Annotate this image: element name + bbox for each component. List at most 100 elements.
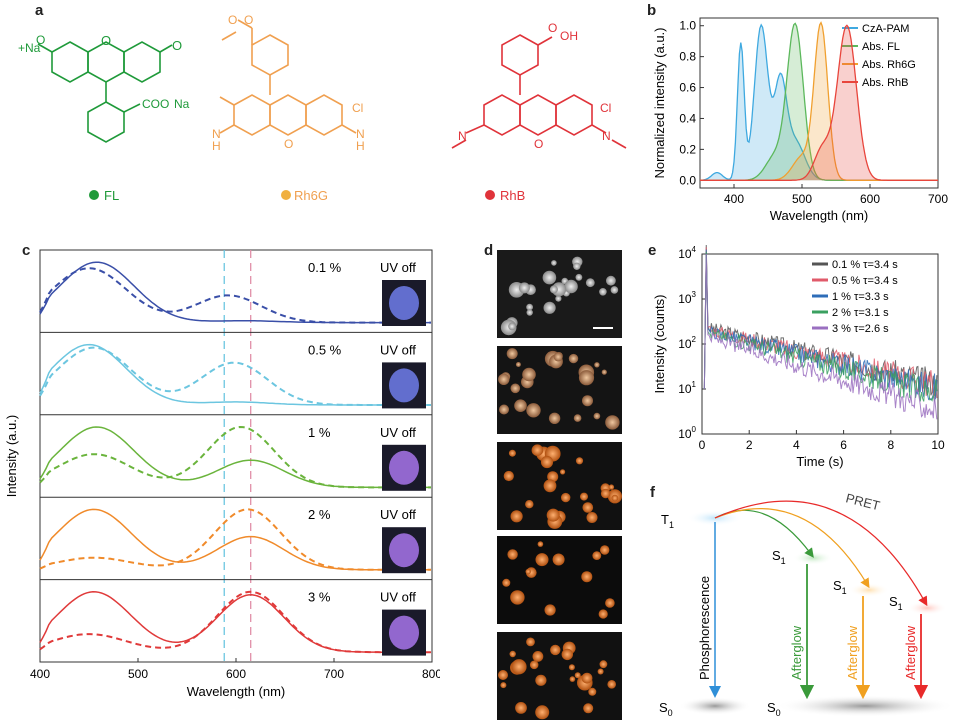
particle <box>526 637 535 647</box>
fl-na-plus: +Na <box>18 41 41 55</box>
y-tick-label-e: 100 <box>678 425 696 441</box>
solid-spectrum <box>39 343 431 406</box>
particle <box>549 285 558 294</box>
y-tick-label-e: 102 <box>678 335 696 351</box>
rhb-n1: N <box>458 129 467 143</box>
particle <box>518 282 530 294</box>
particle <box>535 705 550 720</box>
particle <box>581 672 593 684</box>
s1-level-rh6g <box>849 583 889 597</box>
row-percent-label: 0.1 % <box>308 260 342 275</box>
decay-chart: 0 2 4 6 8 10 100 101 102 103 104 Time (s) Intensity … <box>652 244 945 469</box>
x-tick-label-e: 2 <box>746 438 753 452</box>
particle <box>588 687 597 696</box>
particle <box>573 262 581 270</box>
decay-curve <box>703 247 938 399</box>
area-2 <box>700 22 938 181</box>
x-tick-label-b: 500 <box>792 192 812 206</box>
x-axis-label-c: Wavelength (nm) <box>187 684 286 699</box>
particle <box>598 609 608 619</box>
particle <box>568 664 575 671</box>
particle <box>583 703 594 714</box>
y-tick-label-b: 0.4 <box>679 111 696 125</box>
row-percent-label: 2 % <box>308 507 331 522</box>
particle <box>522 367 536 382</box>
y-tick-label-b: 0.6 <box>679 81 696 95</box>
particle <box>525 500 534 509</box>
particle <box>537 541 544 547</box>
particle <box>578 370 595 386</box>
particle <box>510 590 525 605</box>
legend-label-e: 1 % τ=3.3 s <box>832 291 889 303</box>
particle <box>597 668 604 675</box>
rhb-n2: N <box>602 129 611 143</box>
plot-frame-b <box>699 17 939 189</box>
particle <box>568 353 579 364</box>
x-axis-label-b: Wavelength (nm) <box>770 208 869 223</box>
uv-off-blob <box>389 450 419 485</box>
particle <box>564 279 578 294</box>
x-tick-label-c: 700 <box>324 667 344 681</box>
y-tick-label-e: 101 <box>678 380 696 396</box>
legend-label-e: 0.1 % τ=3.4 s <box>832 259 898 271</box>
particle <box>535 674 547 686</box>
particle <box>507 549 518 560</box>
pret-arrow-red <box>714 500 928 607</box>
particle <box>555 295 562 302</box>
row-uv-label: UV off <box>380 590 416 605</box>
dashed-spectrum <box>39 590 431 654</box>
particle <box>551 260 557 266</box>
x-axis-label-e: Time (s) <box>796 454 843 469</box>
rh6g-o3: O <box>284 137 293 151</box>
particle <box>586 512 598 523</box>
rhb-o1: O <box>548 21 557 35</box>
rhb-structure <box>451 34 627 149</box>
row-uv-label: UV off <box>380 342 416 357</box>
y-tick-label-e: 103 <box>678 290 696 306</box>
particle <box>498 670 508 680</box>
particle <box>532 651 544 662</box>
panel-label-d: d <box>484 242 494 259</box>
x-tick-label-c: 400 <box>30 667 50 681</box>
rh6g-structure <box>219 19 357 136</box>
particle <box>531 444 544 456</box>
legend-label-e: 3 % τ=2.6 s <box>832 323 889 335</box>
fl-coo: COO <box>142 97 169 111</box>
rh6g-o2: O <box>244 13 253 27</box>
particle <box>569 676 576 682</box>
y-axis-label-b: Normalized intensity (a.u.) <box>652 28 667 179</box>
s1-text-rh6g: S1 <box>833 578 847 596</box>
s0-text-acceptor: S0 <box>767 700 781 718</box>
row-uv-label: UV off <box>380 425 416 440</box>
emission-spectra-chart: 400 500 600 700 800 Wavelength (nm) Intensity … <box>4 249 440 699</box>
particle <box>611 494 619 502</box>
particle <box>509 650 516 658</box>
particle <box>561 648 573 661</box>
s1-text-rhb: S1 <box>889 594 903 612</box>
particle <box>515 702 527 714</box>
particle <box>608 484 615 490</box>
particle <box>593 412 601 420</box>
particle <box>601 369 607 375</box>
pret-label: PRET <box>844 490 881 513</box>
uv-off-blob <box>389 286 419 320</box>
x-tick-label-e: 8 <box>887 438 894 452</box>
t1-text: T1 <box>661 512 674 530</box>
y-axis-label-c: Intensity (a.u.) <box>4 415 19 497</box>
particle <box>575 457 584 465</box>
particle <box>548 412 561 424</box>
particle <box>610 286 619 294</box>
legend-label-e: 0.5 % τ=3.4 s <box>832 275 898 287</box>
particle <box>502 578 511 587</box>
x-tick-label-b: 700 <box>928 192 948 206</box>
x-tick-label-b: 400 <box>724 192 744 206</box>
fl-o-keto: O <box>172 38 182 53</box>
particle <box>515 362 521 367</box>
dashed-spectrum <box>39 425 431 489</box>
particle <box>607 680 616 689</box>
particle <box>508 449 516 457</box>
particle <box>514 399 527 412</box>
s0-text-donor: S0 <box>659 700 673 718</box>
particle <box>543 479 557 493</box>
fl-na: Na <box>174 97 190 111</box>
